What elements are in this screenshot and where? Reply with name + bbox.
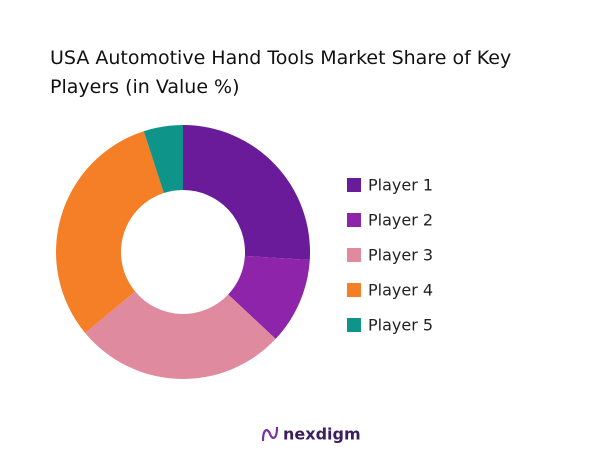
donut-slice: [55, 131, 164, 333]
brand-name: nexdigm: [283, 425, 361, 444]
legend-label: Player 5: [368, 316, 433, 335]
legend-swatch: [347, 213, 361, 227]
brand-logo: nexdigm: [261, 425, 361, 444]
legend-label: Player 1: [368, 176, 433, 195]
legend-label: Player 4: [368, 281, 433, 300]
legend-label: Player 2: [368, 211, 433, 230]
brand-icon: [261, 426, 279, 442]
legend-swatch: [347, 318, 361, 332]
legend-swatch: [347, 178, 361, 192]
legend-label: Player 3: [368, 246, 433, 265]
donut-slice: [228, 255, 310, 339]
legend-swatch: [347, 283, 361, 297]
donut-slice: [143, 125, 183, 194]
donut-slice: [85, 291, 276, 379]
donut-slice: [183, 125, 310, 260]
chart-title: USA Automotive Hand Tools Market Share o…: [50, 47, 512, 98]
legend-swatch: [347, 248, 361, 262]
